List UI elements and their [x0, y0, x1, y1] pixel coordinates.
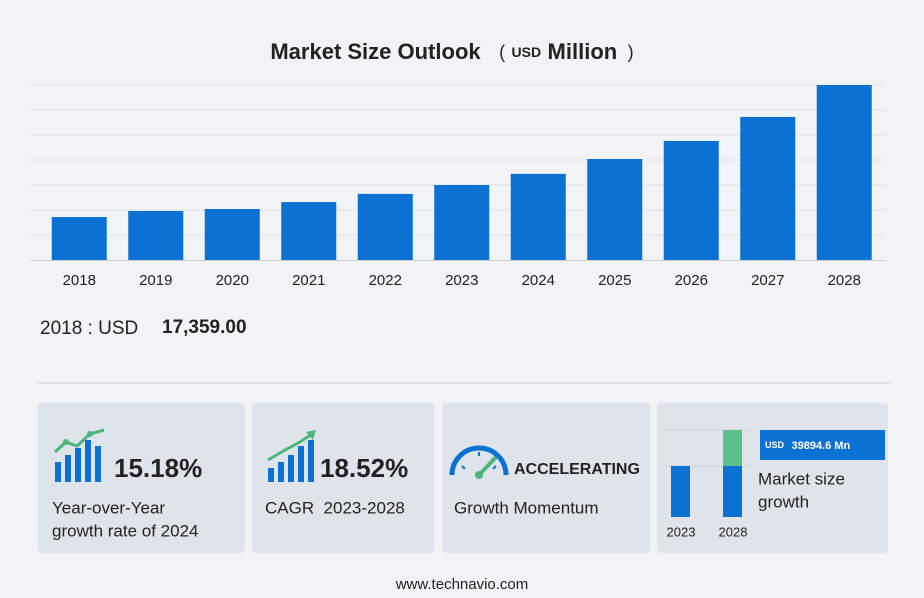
bar [281, 202, 337, 260]
growth-icon [53, 428, 105, 482]
card-label: growth rate of 2024 [52, 521, 198, 540]
bar [663, 140, 719, 260]
x-tick-label: 2027 [751, 272, 784, 289]
bar [587, 159, 643, 260]
x-tick-label: 2019 [139, 272, 172, 289]
x-tick-label: 2023 [445, 272, 478, 289]
x-tick-label: 2028 [828, 272, 861, 289]
mini-year: 2023 [667, 524, 696, 539]
bar [357, 193, 413, 260]
footer: www.technavio.com [395, 576, 529, 593]
badge-currency: USD [765, 440, 785, 450]
growth-badge-text: USD 39894.6 Mn [765, 437, 850, 454]
card [442, 403, 650, 553]
x-tick-label: 2020 [216, 272, 249, 289]
card [252, 403, 434, 553]
bar [51, 217, 107, 260]
title-text: Market Size Outlook [270, 39, 481, 64]
chart-title: Market Size Outlook ( USD Million ) [270, 39, 633, 64]
x-tick-label: 2018 [63, 272, 96, 289]
x-tick-label: 2026 [675, 272, 708, 289]
cagr-icon [267, 430, 316, 482]
bar [816, 85, 872, 260]
bar [128, 210, 184, 260]
x-tick-label: 2022 [369, 272, 402, 289]
card-label: Year-over-Year [52, 498, 165, 517]
card-label: CAGR 2023-2028 [265, 498, 405, 517]
title-currency: USD [512, 44, 542, 60]
gauge-icon [449, 445, 509, 479]
x-tick-label: 2024 [522, 272, 555, 289]
bar [204, 209, 260, 260]
card-label: growth [758, 492, 809, 511]
mini-chart [665, 429, 750, 517]
x-tick-label: 2021 [292, 272, 325, 289]
title-paren: ) [628, 42, 634, 62]
card-value: 18.52% [320, 453, 408, 483]
badge-value: 39894.6 Mn [791, 440, 850, 452]
bar [434, 185, 490, 260]
base-value: 17,359.00 [162, 317, 247, 338]
card-value: 15.18% [114, 453, 202, 483]
card-value: ACCELERATING [514, 461, 640, 478]
card-label: Market size [758, 469, 845, 488]
card-label: Growth Momentum [454, 498, 599, 517]
base-year-label: 2018 : USD [40, 318, 138, 339]
bar [510, 173, 566, 260]
title-unit: Million [548, 39, 618, 64]
bar [740, 116, 796, 260]
title-paren: ( [499, 42, 505, 62]
x-tick-label: 2025 [598, 272, 631, 289]
mini-year: 2028 [719, 524, 748, 539]
plot: 2018 2019 2020 2021 2022 2023 2024 2025 2026 2027… [51, 85, 872, 289]
growth-badge [760, 430, 885, 460]
